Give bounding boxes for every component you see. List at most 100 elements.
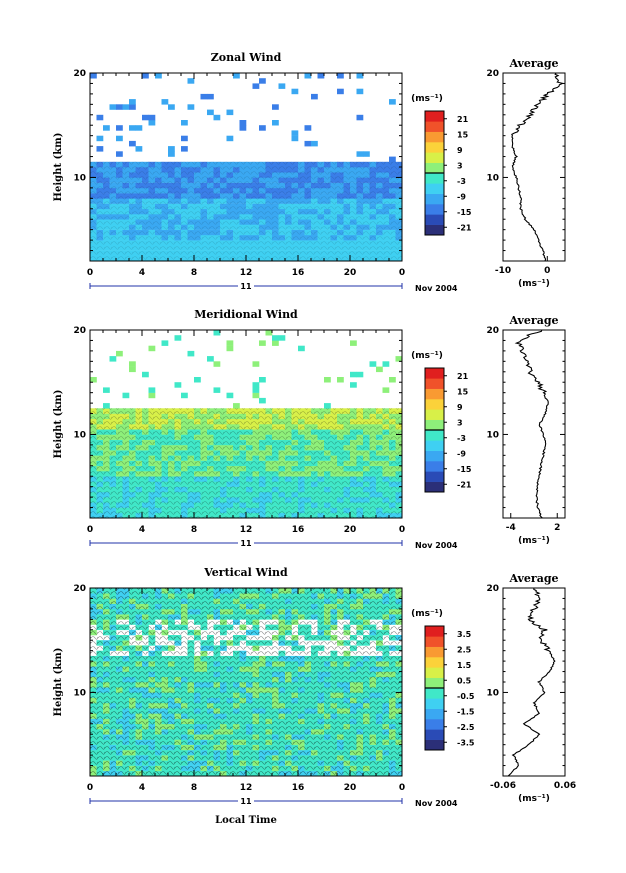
colorbar-tick-label: 3.5 (457, 630, 472, 639)
heatmap-cell (174, 335, 182, 341)
x-tick-label: 0 (87, 783, 93, 793)
day-label-bg (238, 281, 254, 291)
colorbar-tick-label: 21 (457, 372, 469, 381)
x-tick-label: 16 (292, 783, 305, 793)
heatmap-cell (148, 120, 156, 126)
heatmap-cell (103, 125, 110, 131)
heatmap-cell (304, 125, 312, 131)
heatmap-cell (135, 146, 143, 152)
colorbar-swatch (425, 378, 444, 389)
heatmap-cell (317, 73, 325, 79)
x-tick-label: 20 (344, 783, 357, 793)
heatmap-cell (239, 120, 247, 126)
heatmap-cell (213, 361, 221, 367)
colorbar-swatch (425, 636, 444, 647)
colorbar-tick-label: -9 (457, 192, 466, 201)
heatmap-cell (389, 156, 396, 163)
y-axis-label: Height (km) (53, 133, 64, 202)
heatmap-cell (337, 73, 344, 79)
heatmap-cell (259, 377, 266, 383)
heatmap-cell (272, 335, 279, 341)
heatmap-cell (200, 93, 208, 100)
heatmap-cell (278, 335, 286, 341)
heatmap-cell (116, 125, 123, 131)
heatmap-cell (369, 361, 377, 367)
colorbar-swatch (425, 688, 444, 699)
colorbar-tick-label: 2.5 (457, 645, 472, 654)
colorbar-tick-label: 0.5 (457, 676, 472, 685)
heatmap-cell (356, 371, 364, 378)
colorbar-swatch (425, 388, 444, 400)
heatmap-cell (239, 125, 247, 131)
colorbar-swatch (425, 183, 444, 194)
heatmap-cell (278, 83, 286, 89)
average-profile-line (511, 72, 565, 262)
heatmap-cell (168, 146, 175, 152)
colorbar-swatch (425, 131, 444, 143)
x-tick-label: 16 (292, 268, 305, 278)
date-label: Nov 2004 (415, 541, 458, 550)
x-axis-label: Local Time (215, 815, 277, 826)
average-title: Average (508, 57, 558, 70)
heatmap-cell (356, 114, 364, 121)
heatmap-cell (135, 125, 143, 131)
average-x-tick-label: -10 (495, 266, 511, 276)
heatmap-cell (304, 73, 312, 79)
heatmap-cell (259, 78, 266, 84)
x-tick-label: 12 (240, 783, 253, 793)
panel-2: Vertical Wind 10 20 Height (km) 0 4 8 12 16 20 0 11… (53, 566, 576, 826)
colorbar-swatch (425, 419, 444, 431)
heatmap-cell (168, 104, 175, 110)
colorbar-swatch (425, 204, 444, 215)
date-label: Nov 2004 (415, 284, 458, 293)
colorbar-swatch (425, 409, 444, 420)
heatmap-cell (252, 382, 260, 388)
heatmap-cell (129, 99, 136, 105)
average-units: (ms⁻¹) (518, 794, 550, 804)
colorbar-swatch (425, 481, 444, 493)
x-tick-label: 0 (399, 525, 405, 535)
heatmap-cell (226, 345, 234, 352)
contour-lines (90, 161, 402, 261)
contour-lines (90, 408, 402, 518)
colorbar-tick-label: -3 (457, 177, 466, 186)
heatmap-cell (252, 387, 260, 393)
colorbar-swatch (425, 461, 444, 472)
heatmap-cell (116, 104, 123, 110)
average-frame (502, 329, 566, 519)
panel-title: Vertical Wind (203, 566, 288, 579)
heatmap-cell (96, 114, 104, 121)
contour-lines (90, 588, 402, 776)
date-label: Nov 2004 (415, 799, 458, 808)
colorbar-tick-label: -3 (457, 434, 466, 443)
heatmap-cell (187, 104, 195, 110)
x-tick-label: 0 (399, 783, 405, 793)
x-tick-label: 8 (191, 268, 197, 278)
heatmap-cell (207, 93, 214, 100)
colorbar-swatch (425, 698, 444, 709)
colorbar-swatch (425, 368, 444, 379)
heatmap-cell (187, 78, 195, 84)
day-label: 11 (240, 539, 252, 548)
heatmap-cell (103, 403, 110, 409)
heatmap-cell (129, 104, 136, 110)
heatmap-cell (304, 140, 312, 147)
heatmap-cell (356, 73, 364, 79)
heatmap-cell (109, 356, 117, 362)
colorbar-tick-label: -21 (457, 223, 472, 232)
heatmap-cell (376, 366, 383, 373)
x-tick-label: 8 (191, 783, 197, 793)
heatmap-cell (181, 135, 188, 142)
heatmap-cell (311, 140, 318, 147)
panel-1: Meridional Wind 10 20 Height (km) 0 4 8 12 16 20 0… (53, 308, 566, 550)
average-frame (502, 587, 566, 777)
heatmap-cell (109, 104, 117, 110)
heatmap-cell (233, 403, 240, 409)
colorbar-tick-label: 15 (457, 387, 469, 396)
day-label: 11 (240, 282, 252, 291)
heatmap-cell (291, 130, 299, 136)
heatmap-cell (174, 382, 182, 388)
panel-title: Zonal Wind (211, 51, 282, 64)
colorbar-units: (ms⁻¹) (411, 351, 443, 361)
colorbar-swatch (425, 708, 444, 720)
